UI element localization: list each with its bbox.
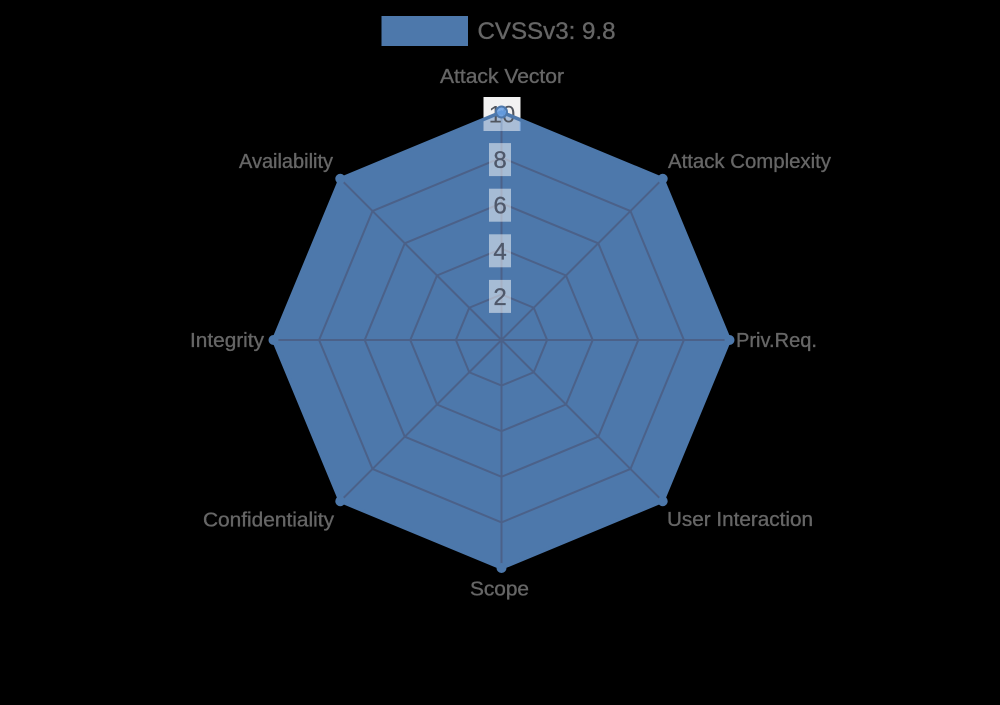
svg-text:User Interaction: User Interaction — [667, 509, 813, 531]
svg-text:4: 4 — [493, 238, 506, 265]
svg-text:8: 8 — [493, 147, 506, 174]
svg-text:2: 2 — [493, 284, 506, 311]
svg-text:Attack Vector: Attack Vector — [440, 66, 564, 88]
svg-text:6: 6 — [493, 193, 506, 220]
svg-text:Priv.Req.: Priv.Req. — [736, 330, 817, 352]
svg-text:Confidentiality: Confidentiality — [203, 510, 334, 532]
svg-text:CVSSv3: 9.8: CVSSv3: 9.8 — [478, 18, 616, 45]
svg-text:Attack Complexity: Attack Complexity — [668, 151, 831, 173]
svg-text:Availability: Availability — [239, 151, 333, 173]
svg-text:Scope: Scope — [470, 579, 529, 601]
svg-text:Integrity: Integrity — [190, 330, 264, 352]
